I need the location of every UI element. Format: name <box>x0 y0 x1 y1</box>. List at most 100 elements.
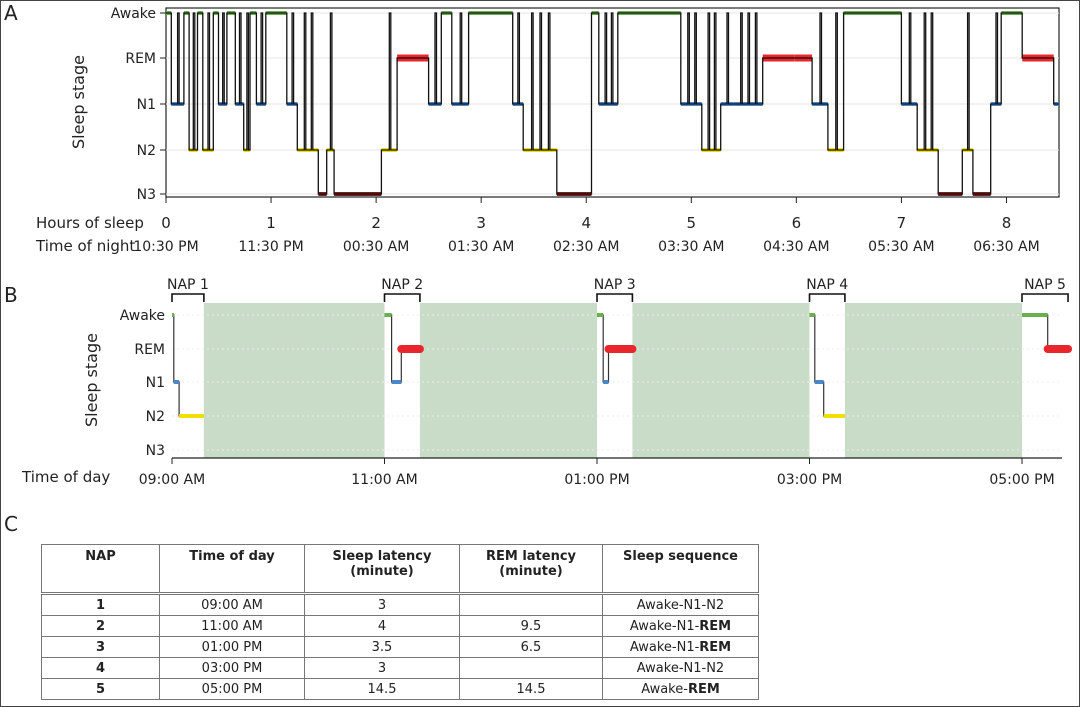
cell-time: 05:00 PM <box>159 678 305 700</box>
table-row: 5 05:00 PM 14.5 14.5 Awake-REM <box>41 678 759 700</box>
header-rem-latency: REM latency (minute) <box>459 544 603 595</box>
ytick-label-b-rem: REM <box>134 342 165 358</box>
nap-5-line <box>1022 314 1068 350</box>
cell-nap: 3 <box>41 636 160 658</box>
xtick-label-day-11-00-am: 11:00 AM <box>351 472 417 488</box>
hours-axis-label: Hours of sleep <box>36 214 144 232</box>
nap-3-hypnogram: NAP 3 <box>594 277 637 384</box>
xtick-label-night-05-30-am: 05:30 AM <box>868 239 934 255</box>
nap-5-hypnogram: NAP 5 <box>1021 277 1073 353</box>
panel-label-a: A <box>4 1 18 25</box>
xtick-label-day-09-00-am: 09:00 AM <box>139 472 205 488</box>
ytick-label-a-n3: N3 <box>137 187 156 203</box>
xtick-label-hour-6: 6 <box>792 214 802 232</box>
panel-b-naps: Awake REM N1 N2 N3 NAP 1 NAP 2 NAP 3 NAP 4 NAP 5… <box>21 277 1073 488</box>
xtick-label-hour-7: 7 <box>897 214 907 232</box>
panel-label-c: C <box>4 512 18 536</box>
cell-time: 11:00 AM <box>159 615 305 637</box>
sequence-text: Awake-N1-N2 <box>636 660 725 676</box>
table-row: 2 11:00 AM 4 9.5 Awake-N1-REM <box>41 615 759 637</box>
cell-nap: 2 <box>41 615 160 637</box>
cell-sleep-latency: 3 <box>304 593 460 616</box>
hypnogram-line <box>166 12 1059 195</box>
panel-a-ylabel: Sleep stage <box>69 55 88 149</box>
xtick-label-day-01-00-pm: 01:00 PM <box>564 472 629 488</box>
nap-5-label: NAP 5 <box>1024 277 1066 293</box>
header-sleep-latency: Sleep latency (minute) <box>304 544 460 595</box>
ytick-label-a-awake: Awake <box>111 6 156 22</box>
cell-nap: 1 <box>41 593 160 616</box>
ytick-label-a-n2: N2 <box>137 143 156 159</box>
inter-nap-interval <box>632 303 810 458</box>
xtick-label-night-03-30-am: 03:30 AM <box>658 239 724 255</box>
xtick-label-night-06-30-am: 06:30 AM <box>973 239 1039 255</box>
panel-a-hypnogram: Awake REM N1 N2 N3 Sleep stage Hours of slee… <box>35 6 1060 255</box>
cell-sleep-sequence: Awake-N1-N2 <box>602 657 759 679</box>
xtick-label-hour-4: 4 <box>581 214 591 232</box>
cell-sleep-latency: 4 <box>304 615 460 637</box>
cell-sleep-sequence: Awake-N1-REM <box>602 615 759 637</box>
header-nap: NAP <box>41 544 160 595</box>
nap-4-label: NAP 4 <box>806 277 848 293</box>
xtick-label-hour-0: 0 <box>161 214 171 232</box>
nap-4-bracket <box>808 293 846 302</box>
sequence-text: Awake-N1- <box>629 618 700 634</box>
xtick-label-hour-3: 3 <box>476 214 486 232</box>
cell-rem-latency: 6.5 <box>459 636 603 658</box>
table-row: 3 01:00 PM 3.5 6.5 Awake-N1-REM <box>41 636 759 658</box>
cell-time: 01:00 PM <box>159 636 305 658</box>
cell-sleep-latency: 3 <box>304 657 460 679</box>
xtick-label-night-11-30-pm: 11:30 PM <box>238 239 303 255</box>
table-row: 4 03:00 PM 3 Awake-N1-N2 <box>41 657 759 679</box>
nap-4-line <box>809 314 845 417</box>
ytick-label-b-n3: N3 <box>146 443 165 459</box>
sequence-text: Awake- <box>641 681 688 697</box>
header-sleep-sequence: Sleep sequence <box>602 544 759 595</box>
ytick-label-a-n1: N1 <box>137 97 156 113</box>
table-header-row: NAP Time of day Sleep latency (minute) R… <box>41 544 759 595</box>
ytick-label-b-n2: N2 <box>146 409 165 425</box>
sequence-rem-bold: REM <box>687 681 720 697</box>
xtick-label-night-00-30-am: 00:30 AM <box>343 239 409 255</box>
cell-sleep-latency: 14.5 <box>304 678 460 700</box>
nap-summary-table: NAP Time of day Sleep latency (minute) R… <box>41 544 759 700</box>
nap-1-bracket <box>171 293 205 302</box>
xtick-label-night-04-30-am: 04:30 AM <box>763 239 829 255</box>
time-of-day-axis-label: Time of day <box>21 468 110 486</box>
time-of-night-axis-label: Time of night <box>35 237 135 255</box>
header-time-of-day: Time of day <box>159 544 305 595</box>
xtick-label-day-03-00-pm: 03:00 PM <box>777 472 842 488</box>
inter-nap-interval <box>203 303 385 458</box>
sequence-text: Awake-N1-N2 <box>636 597 725 613</box>
xtick-label-night-02-30-am: 02:30 AM <box>553 239 619 255</box>
xtick-label-day-05-00-pm: 05:00 PM <box>989 472 1054 488</box>
inter-nap-interval <box>419 303 597 458</box>
cell-rem-latency: 14.5 <box>459 678 603 700</box>
xtick-label-night-10-30-pm: 10:30 PM <box>133 239 198 255</box>
cell-sleep-sequence: Awake-REM <box>602 678 759 700</box>
xtick-label-hour-1: 1 <box>266 214 276 232</box>
nap-1-hypnogram: NAP 1 <box>167 277 209 418</box>
cell-rem-latency <box>459 657 603 679</box>
nap-1-label: NAP 1 <box>167 277 209 293</box>
ytick-label-b-n1: N1 <box>146 375 165 391</box>
nap-5-bracket <box>1021 293 1069 302</box>
panel-b-ylabel: Sleep stage <box>82 333 101 427</box>
cell-sleep-sequence: Awake-N1-REM <box>602 636 759 658</box>
nap-1-line <box>172 314 204 417</box>
nap-2-hypnogram: NAP 2 <box>381 277 424 384</box>
nap-3-label: NAP 3 <box>594 277 636 293</box>
cell-time: 03:00 PM <box>159 657 305 679</box>
cell-nap: 4 <box>41 657 160 679</box>
sequence-rem-bold: REM <box>699 618 732 634</box>
xtick-label-night-01-30-am: 01:30 AM <box>448 239 514 255</box>
xtick-label-hour-5: 5 <box>687 214 697 232</box>
cell-sleep-latency: 3.5 <box>304 636 460 658</box>
sequence-rem-bold: REM <box>699 639 732 655</box>
table-row: 1 09:00 AM 3 Awake-N1-N2 <box>41 593 759 616</box>
cell-time: 09:00 AM <box>159 593 305 616</box>
cell-sleep-sequence: Awake-N1-N2 <box>602 593 759 616</box>
cell-rem-latency: 9.5 <box>459 615 603 637</box>
xtick-label-hour-2: 2 <box>371 214 381 232</box>
